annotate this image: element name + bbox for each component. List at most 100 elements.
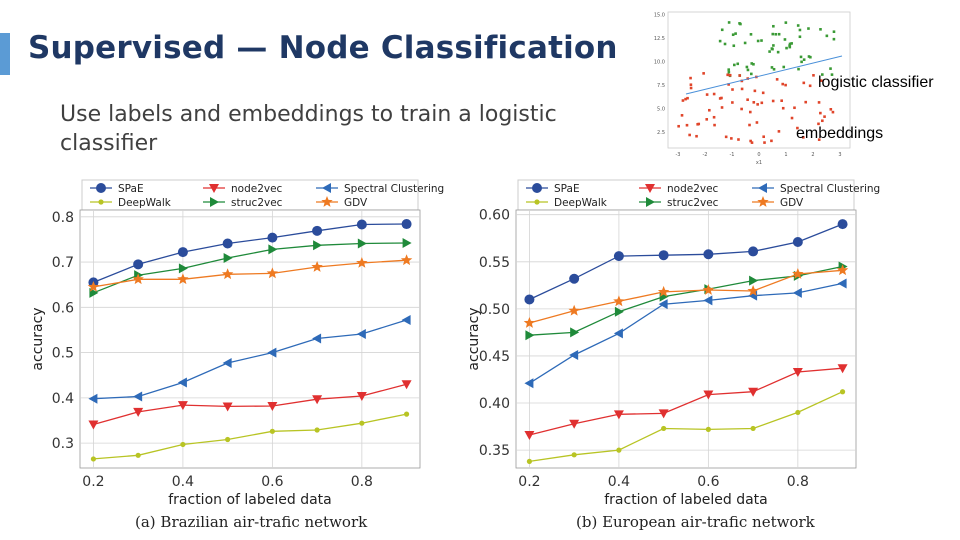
legend-marker-gdv [321,196,333,207]
data-point-node2vec [222,402,233,412]
y-tick-label: 0.40 [479,396,510,412]
series-line-spae [529,223,843,301]
scatter-point-lower [749,139,752,143]
scatter-point-lower [784,83,787,87]
scatter-point-upper [825,34,829,38]
data-point-spae [312,225,323,236]
scatter-point-upper [790,42,793,45]
scatter-point-lower [823,115,826,118]
series-spae [88,219,412,288]
scatter-x-tick: -2 [703,152,708,158]
x-tick-label: 0.6 [261,474,283,490]
data-point-deepwalk [750,425,756,432]
scatter-point-lower [821,119,824,123]
scatter-point-lower [728,73,732,77]
scatter-point-lower [817,101,821,104]
scatter-point-upper [784,21,788,24]
data-point-spectral-clustering [658,299,668,310]
scatter-point-lower [763,141,766,144]
data-point-node2vec [267,401,278,411]
scatter-y-tick: 12.5 [654,36,665,42]
data-point-spectral-clustering [222,357,232,368]
data-point-node2vec [658,409,669,419]
data-point-node2vec [401,380,412,390]
scatter-point-upper [738,22,741,25]
scatter-point-lower [689,76,692,80]
scatter-point-upper [727,21,731,24]
scatter-point-lower [720,96,723,100]
scatter-point-lower [712,115,716,119]
y-tick-label: 0.35 [479,443,510,459]
data-point-node2vec [88,420,99,430]
data-point-node2vec [703,390,714,400]
scatter-point-upper [770,66,774,69]
scatter-point-lower [801,136,805,139]
y-tick-label: 0.6 [52,300,74,316]
legend-marker-spae [532,183,542,193]
data-point-struc2vec [570,327,580,338]
series-node2vec [524,364,848,441]
scatter-point-upper [776,50,780,54]
scatter-point-upper [760,39,763,42]
scatter-point-upper [800,60,803,64]
scatter-point-upper [723,42,727,46]
scatter-point-upper [746,68,750,72]
data-point-node2vec [524,431,535,441]
x-tick-label: 0.2 [518,474,540,490]
chart-brazilian-accuracy: SPaE node2vec Spectral Clustering DeepWalk s… [30,179,444,508]
y-tick-label: 0.3 [52,436,74,452]
scatter-point-lower [731,88,734,91]
scatter-point-upper [718,39,722,43]
scatter-point-upper [788,42,792,46]
y-tick-label: 0.5 [52,346,74,362]
data-point-gdv [568,304,580,316]
scatter-point-upper [756,39,760,43]
scatter-point-lower [756,103,759,106]
scatter-point-lower [771,99,775,103]
data-point-deepwalk [661,425,667,432]
scatter-point-upper [749,33,753,36]
y-axis-label: accuracy [30,307,46,370]
scatter-point-upper [798,28,802,32]
scatter-point-lower [750,141,754,144]
legend-label-deepwalk: DeepWalk [554,197,608,209]
scatter-point-lower [677,124,680,128]
legend-marker-spectral-clustering [758,183,767,193]
data-point-spectral-clustering [401,314,411,325]
series-line-spectral-clustering [529,282,843,384]
data-point-gdv [132,273,144,285]
scatter-point-upper [832,30,836,34]
scatter-point-upper [788,44,791,47]
data-point-spectral-clustering [312,333,322,344]
scatter-point-upper [732,44,736,48]
scatter-point-upper [768,50,771,53]
x-axis-label: fraction of labeled data [168,492,332,508]
scatter-point-upper [832,37,836,41]
data-point-deepwalk [403,411,410,417]
scatter-point-lower [713,123,716,127]
y-tick-label: 0.60 [479,208,510,224]
scatter-point-lower [817,138,821,141]
data-point-spectral-clustering [267,347,277,358]
scatter-point-upper [771,32,775,36]
scatter-point-upper [727,70,731,74]
data-point-node2vec [748,387,759,397]
scatter-point-lower [812,74,815,77]
scatter-point-upper [797,67,800,71]
data-point-node2vec [569,419,580,429]
legend-marker-node2vec [209,184,219,193]
series-spae [524,219,848,305]
legend-label-struc2vec: struc2vec [667,197,719,209]
scatter-point-upper [809,55,812,59]
legend-label-spae: SPaE [118,183,144,195]
data-point-gdv [613,295,625,307]
scatter-point-upper [782,65,786,69]
scatter-point-lower [777,130,781,133]
scatter-point-lower [775,78,779,81]
data-point-deepwalk [705,426,711,432]
series-line-deepwalk [93,413,407,460]
scatter-point-upper [772,24,775,28]
legend-label-gdv: GDV [780,197,804,209]
data-point-spae [222,238,233,249]
data-point-spectral-clustering [569,350,579,361]
